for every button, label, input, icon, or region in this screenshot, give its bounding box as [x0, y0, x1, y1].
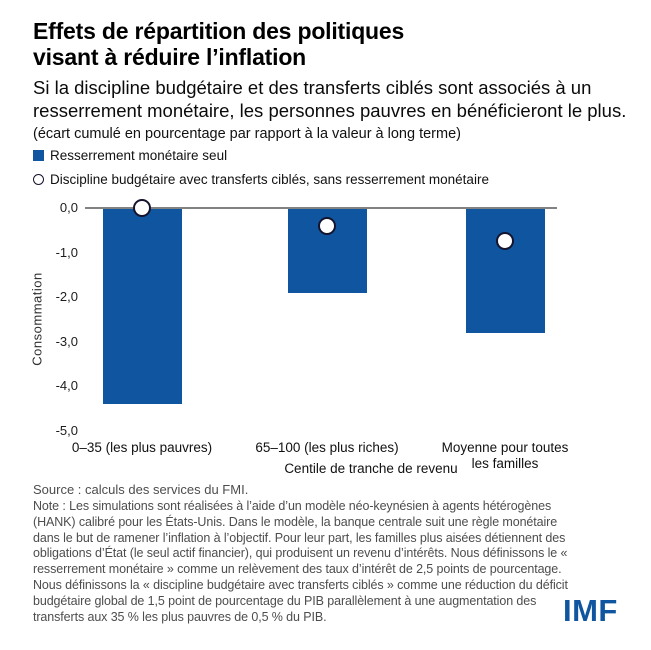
chart-title-line2: visant à réduire l’inflation [33, 44, 307, 70]
y-tick-label: -3,0 [55, 333, 78, 349]
x-axis-label: Centile de tranche de revenu [284, 461, 458, 476]
filled-square-icon [33, 150, 44, 161]
units-note: (écart cumulé en pourcentage par rapport… [33, 126, 461, 142]
legend-item-fiscal: Discipline budgétaire avec transferts ci… [33, 172, 489, 187]
y-tick-label: -1,0 [55, 244, 78, 260]
imf-logo: IMF [563, 593, 618, 628]
y-tick-label: 0,0 [59, 200, 78, 215]
y-tick-label: -2,0 [55, 289, 78, 305]
y-tick-label: -5,0 [55, 423, 78, 438]
chart-title: Effets de répartition des politiques visa… [33, 18, 404, 70]
y-tick-label: -4,0 [55, 378, 78, 394]
circle-marker-2 [496, 232, 514, 251]
circle-marker-1 [318, 216, 336, 235]
bar-segment-0 [102, 208, 182, 405]
plot-area [85, 199, 557, 431]
chart-title-line1: Effets de répartition des politiques [33, 18, 405, 44]
chart-subtitle: Si la discipline budgétaire et des trans… [33, 77, 627, 121]
x-category-label: Moyenne pour toutes les familles [441, 440, 569, 471]
legend-item-monetary: Resserrement monétaire seul [33, 148, 489, 163]
zero-axis-line [85, 207, 557, 209]
legend-item-label: Discipline budgétaire avec transferts ci… [50, 172, 489, 187]
source-note: Source : calculs des services du FMI. [33, 482, 249, 497]
bar-segment-2 [465, 208, 545, 333]
x-category-label: 65–100 (les plus riches) [255, 440, 399, 455]
circle-marker-0 [133, 199, 151, 217]
chart-legend: Resserrement monétaire seul Discipline b… [33, 148, 489, 196]
legend-item-label: Resserrement monétaire seul [50, 148, 228, 163]
methodology-note: Note : Les simulations sont réalisées à … [33, 499, 568, 624]
y-axis-ticks: 0,0 -1,0 -2,0 -3,0 -4,0 -5,0 [0, 200, 78, 438]
x-category-label: 0–35 (les plus pauvres) [71, 440, 213, 455]
open-circle-icon [33, 174, 44, 185]
